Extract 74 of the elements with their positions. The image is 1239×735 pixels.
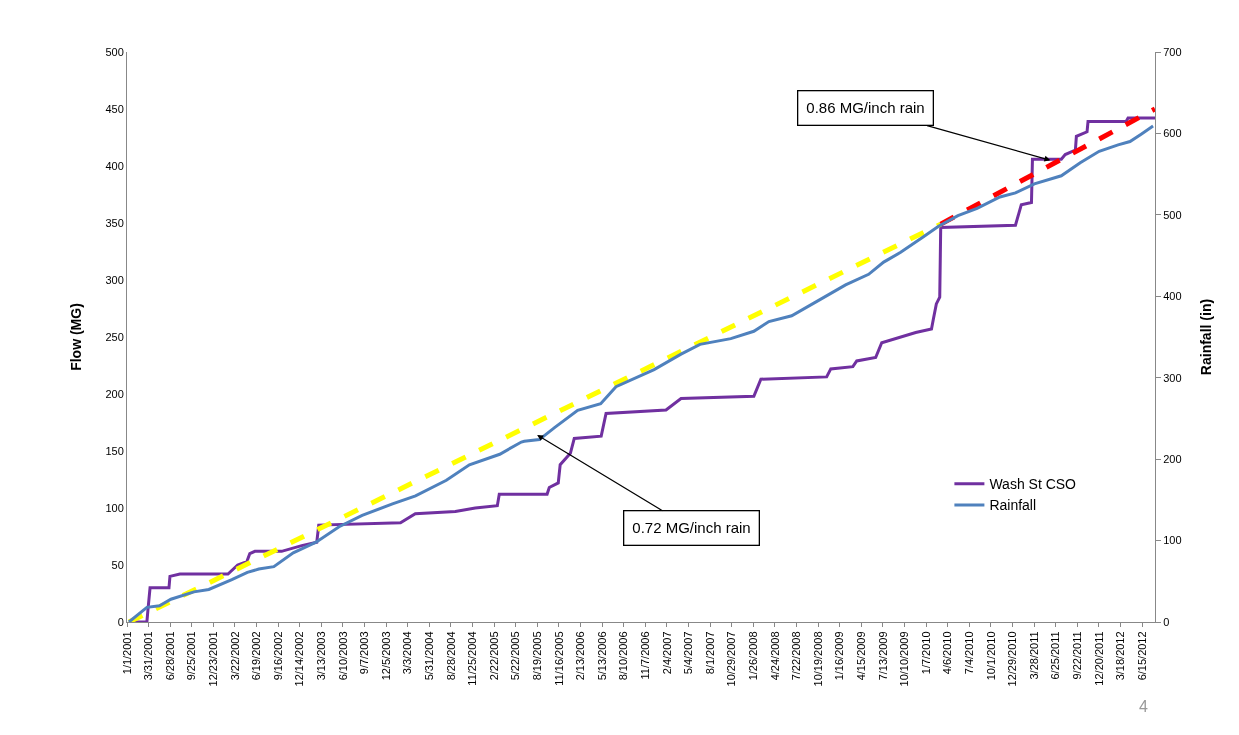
y-axis-title: Flow (MG) [68,303,85,371]
y-tick-label: 150 [105,444,124,457]
x-tick-label: 9/7/2003 [358,631,371,675]
x-tick-label: 10/19/2008 [811,631,824,687]
x-tick-label: 6/28/2001 [163,631,176,681]
x-tick-label: 12/5/2003 [379,631,392,681]
x-tick-label: 3/31/2001 [142,631,155,681]
y2-tick-label: 700 [1163,45,1182,58]
x-tick-label: 1/26/2008 [746,631,759,681]
y2-tick-label: 100 [1163,534,1182,547]
y-tick-label: 100 [105,501,124,514]
x-tick-label: 9/25/2001 [185,631,198,681]
y-tick-label: 350 [105,216,124,229]
x-tick-label: 8/1/2007 [703,631,716,675]
x-tick-label: 12/23/2001 [206,631,219,687]
y-tick-label: 400 [105,159,124,172]
x-tick-label: 5/13/2006 [595,631,608,681]
x-tick-label: 10/29/2007 [725,631,738,687]
x-tick-label: 4/6/2010 [941,631,954,675]
y-tick-label: 250 [105,330,124,343]
x-tick-label: 12/14/2002 [293,631,306,687]
x-tick-label: 1/7/2010 [919,631,932,675]
y2-tick-label: 200 [1163,452,1182,465]
y-tick-label: 0 [117,615,124,628]
x-tick-label: 10/10/2009 [898,631,911,687]
x-tick-label: 5/4/2007 [682,631,695,675]
y-tick-label: 450 [105,102,124,115]
x-tick-label: 9/16/2002 [271,631,284,681]
x-tick-label: 3/28/2011 [1027,631,1040,680]
y2-tick-label: 500 [1163,208,1182,221]
x-tick-label: 3/22/2002 [228,631,241,681]
x-tick-label: 9/22/2011 [1070,631,1083,680]
x-tick-label: 8/19/2005 [530,631,543,681]
y2-tick-label: 600 [1163,127,1182,140]
x-tick-label: 2/4/2007 [660,631,673,675]
x-tick-label: 4/24/2008 [768,631,781,681]
y2-tick-label: 300 [1163,371,1182,384]
x-tick-label: 6/15/2012 [1135,631,1148,681]
x-tick-label: 3/13/2003 [314,631,327,681]
y-tick-label: 300 [105,273,124,286]
x-tick-label: 7/13/2009 [876,631,889,681]
x-tick-label: 6/10/2003 [336,631,349,681]
annotation: 0.72 MG/inch rain [632,519,751,537]
x-tick-label: 4/15/2009 [854,631,867,681]
legend-label: Wash St CSO [989,476,1077,493]
x-tick-label: 6/19/2002 [250,631,263,681]
x-tick-label: 7/4/2010 [962,631,975,675]
x-tick-label: 2/22/2005 [487,631,500,681]
legend-label: Rainfall [989,497,1037,514]
x-tick-label: 12/20/2011 [1092,631,1105,686]
y2-axis-title: Rainfall (in) [1197,298,1214,376]
x-tick-label: 1/16/2009 [833,631,846,681]
x-tick-label: 11/16/2005 [552,631,565,686]
annotation: 0.86 MG/inch rain [806,99,925,117]
x-tick-label: 3/18/2012 [1114,631,1127,681]
x-tick-label: 11/7/2006 [638,631,651,680]
x-tick-label: 2/13/2006 [574,631,587,681]
x-tick-label: 5/31/2004 [422,631,435,681]
x-tick-label: 12/29/2010 [1006,631,1019,687]
x-tick-label: 8/10/2006 [617,631,630,681]
y-tick-label: 200 [105,387,124,400]
x-tick-label: 1/1/2001 [120,631,133,675]
text: 4 [1139,698,1148,715]
y2-tick-label: 400 [1163,290,1182,303]
y-tick-label: 50 [111,558,124,571]
x-tick-label: 10/1/2010 [984,631,997,681]
y2-tick-label: 0 [1163,615,1170,628]
x-tick-label: 8/28/2004 [444,631,457,681]
x-tick-label: 5/22/2005 [509,631,522,681]
x-tick-label: 6/25/2011 [1049,631,1062,680]
x-tick-label: 7/22/2008 [790,631,803,681]
x-tick-label: 11/25/2004 [466,631,479,686]
x-tick-label: 3/3/2004 [401,631,414,675]
y-tick-label: 500 [105,45,124,58]
